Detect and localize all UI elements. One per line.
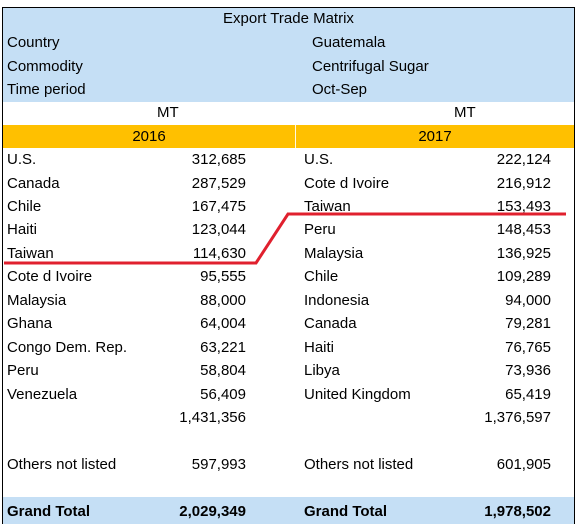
time-period-value: Oct-Sep [312,81,368,98]
left-row-value: 88,000 [200,292,246,309]
right-row-value: 109,289 [496,268,551,285]
matrix-title: Export Trade Matrix [223,10,354,27]
left-row-value: 95,555 [200,268,246,285]
right-others-label: Others not listed [304,456,414,473]
right-row-value: 76,765 [505,339,551,356]
right-grand-total-value: 1,978,502 [484,503,551,520]
right-row-country: Indonesia [304,292,370,309]
left-row-value: 312,685 [191,151,246,168]
unit-right: MT [454,104,476,121]
year-left: 2016 [132,128,166,145]
commodity-label: Commodity [7,58,83,75]
export-trade-matrix-sheet: Export Trade Matrix Country Guatemala Co… [2,7,575,524]
left-row-value: 287,529 [191,175,246,192]
right-row-country: Haiti [304,339,335,356]
left-row-country: U.S. [7,151,37,168]
left-row-country: Taiwan [7,245,54,262]
left-others-label: Others not listed [7,456,117,473]
grand-total-band [3,497,574,524]
left-grand-total-label: Grand Total [7,503,91,520]
left-row-country: Venezuela [7,386,78,403]
left-row-country: Haiti [7,221,38,238]
year-band-divider [295,125,296,149]
unit-left: MT [157,104,179,121]
right-grand-total-label: Grand Total [304,503,388,520]
right-row-country: Taiwan [304,198,351,215]
left-row-country: Congo Dem. Rep. [7,339,128,356]
right-row-value: 136,925 [496,245,551,262]
left-row-value: 123,044 [191,221,246,238]
left-row-country: Canada [7,175,60,192]
right-row-value: 153,493 [496,198,551,215]
left-row-value: 58,804 [200,362,246,379]
left-row-value: 56,409 [200,386,246,403]
right-row-country: Libya [304,362,340,379]
time-period-label: Time period [7,81,86,98]
right-row-country: United Kingdom [304,386,411,403]
right-row-value: 79,281 [505,315,551,332]
left-row-country: Cote d Ivoire [7,268,93,285]
right-row-value: 73,936 [505,362,551,379]
left-row-country: Peru [7,362,39,379]
right-row-country: Malaysia [304,245,364,262]
title-band [3,8,574,30]
left-row-value: 63,221 [200,339,246,356]
left-subtotal: 1,431,356 [179,409,246,426]
right-row-value: 216,912 [496,175,551,192]
right-row-country: Canada [304,315,357,332]
year-header-band [3,125,574,148]
left-others-value: 597,993 [191,456,246,473]
right-row-value: 94,000 [505,292,551,309]
year-right: 2017 [418,128,452,145]
right-row-value: 222,124 [496,151,551,168]
right-row-country: U.S. [304,151,334,168]
right-row-country: Chile [304,268,339,285]
left-row-value: 114,630 [192,245,246,262]
right-row-country: Cote d Ivoire [304,175,390,192]
right-row-country: Peru [304,221,336,238]
left-row-country: Chile [7,198,42,215]
country-value: Guatemala [312,34,386,51]
right-subtotal: 1,376,597 [484,409,551,426]
commodity-value: Centrifugal Sugar [312,58,429,75]
right-others-value: 601,905 [496,456,551,473]
left-row-country: Ghana [7,315,53,332]
left-row-value: 64,004 [200,315,246,332]
country-label: Country [7,34,60,51]
right-row-value: 148,453 [496,221,551,238]
right-row-value: 65,419 [505,386,551,403]
left-grand-total-value: 2,029,349 [179,503,246,520]
left-row-value: 167,475 [191,198,246,215]
info-band [3,30,574,102]
left-row-country: Malaysia [7,292,67,309]
